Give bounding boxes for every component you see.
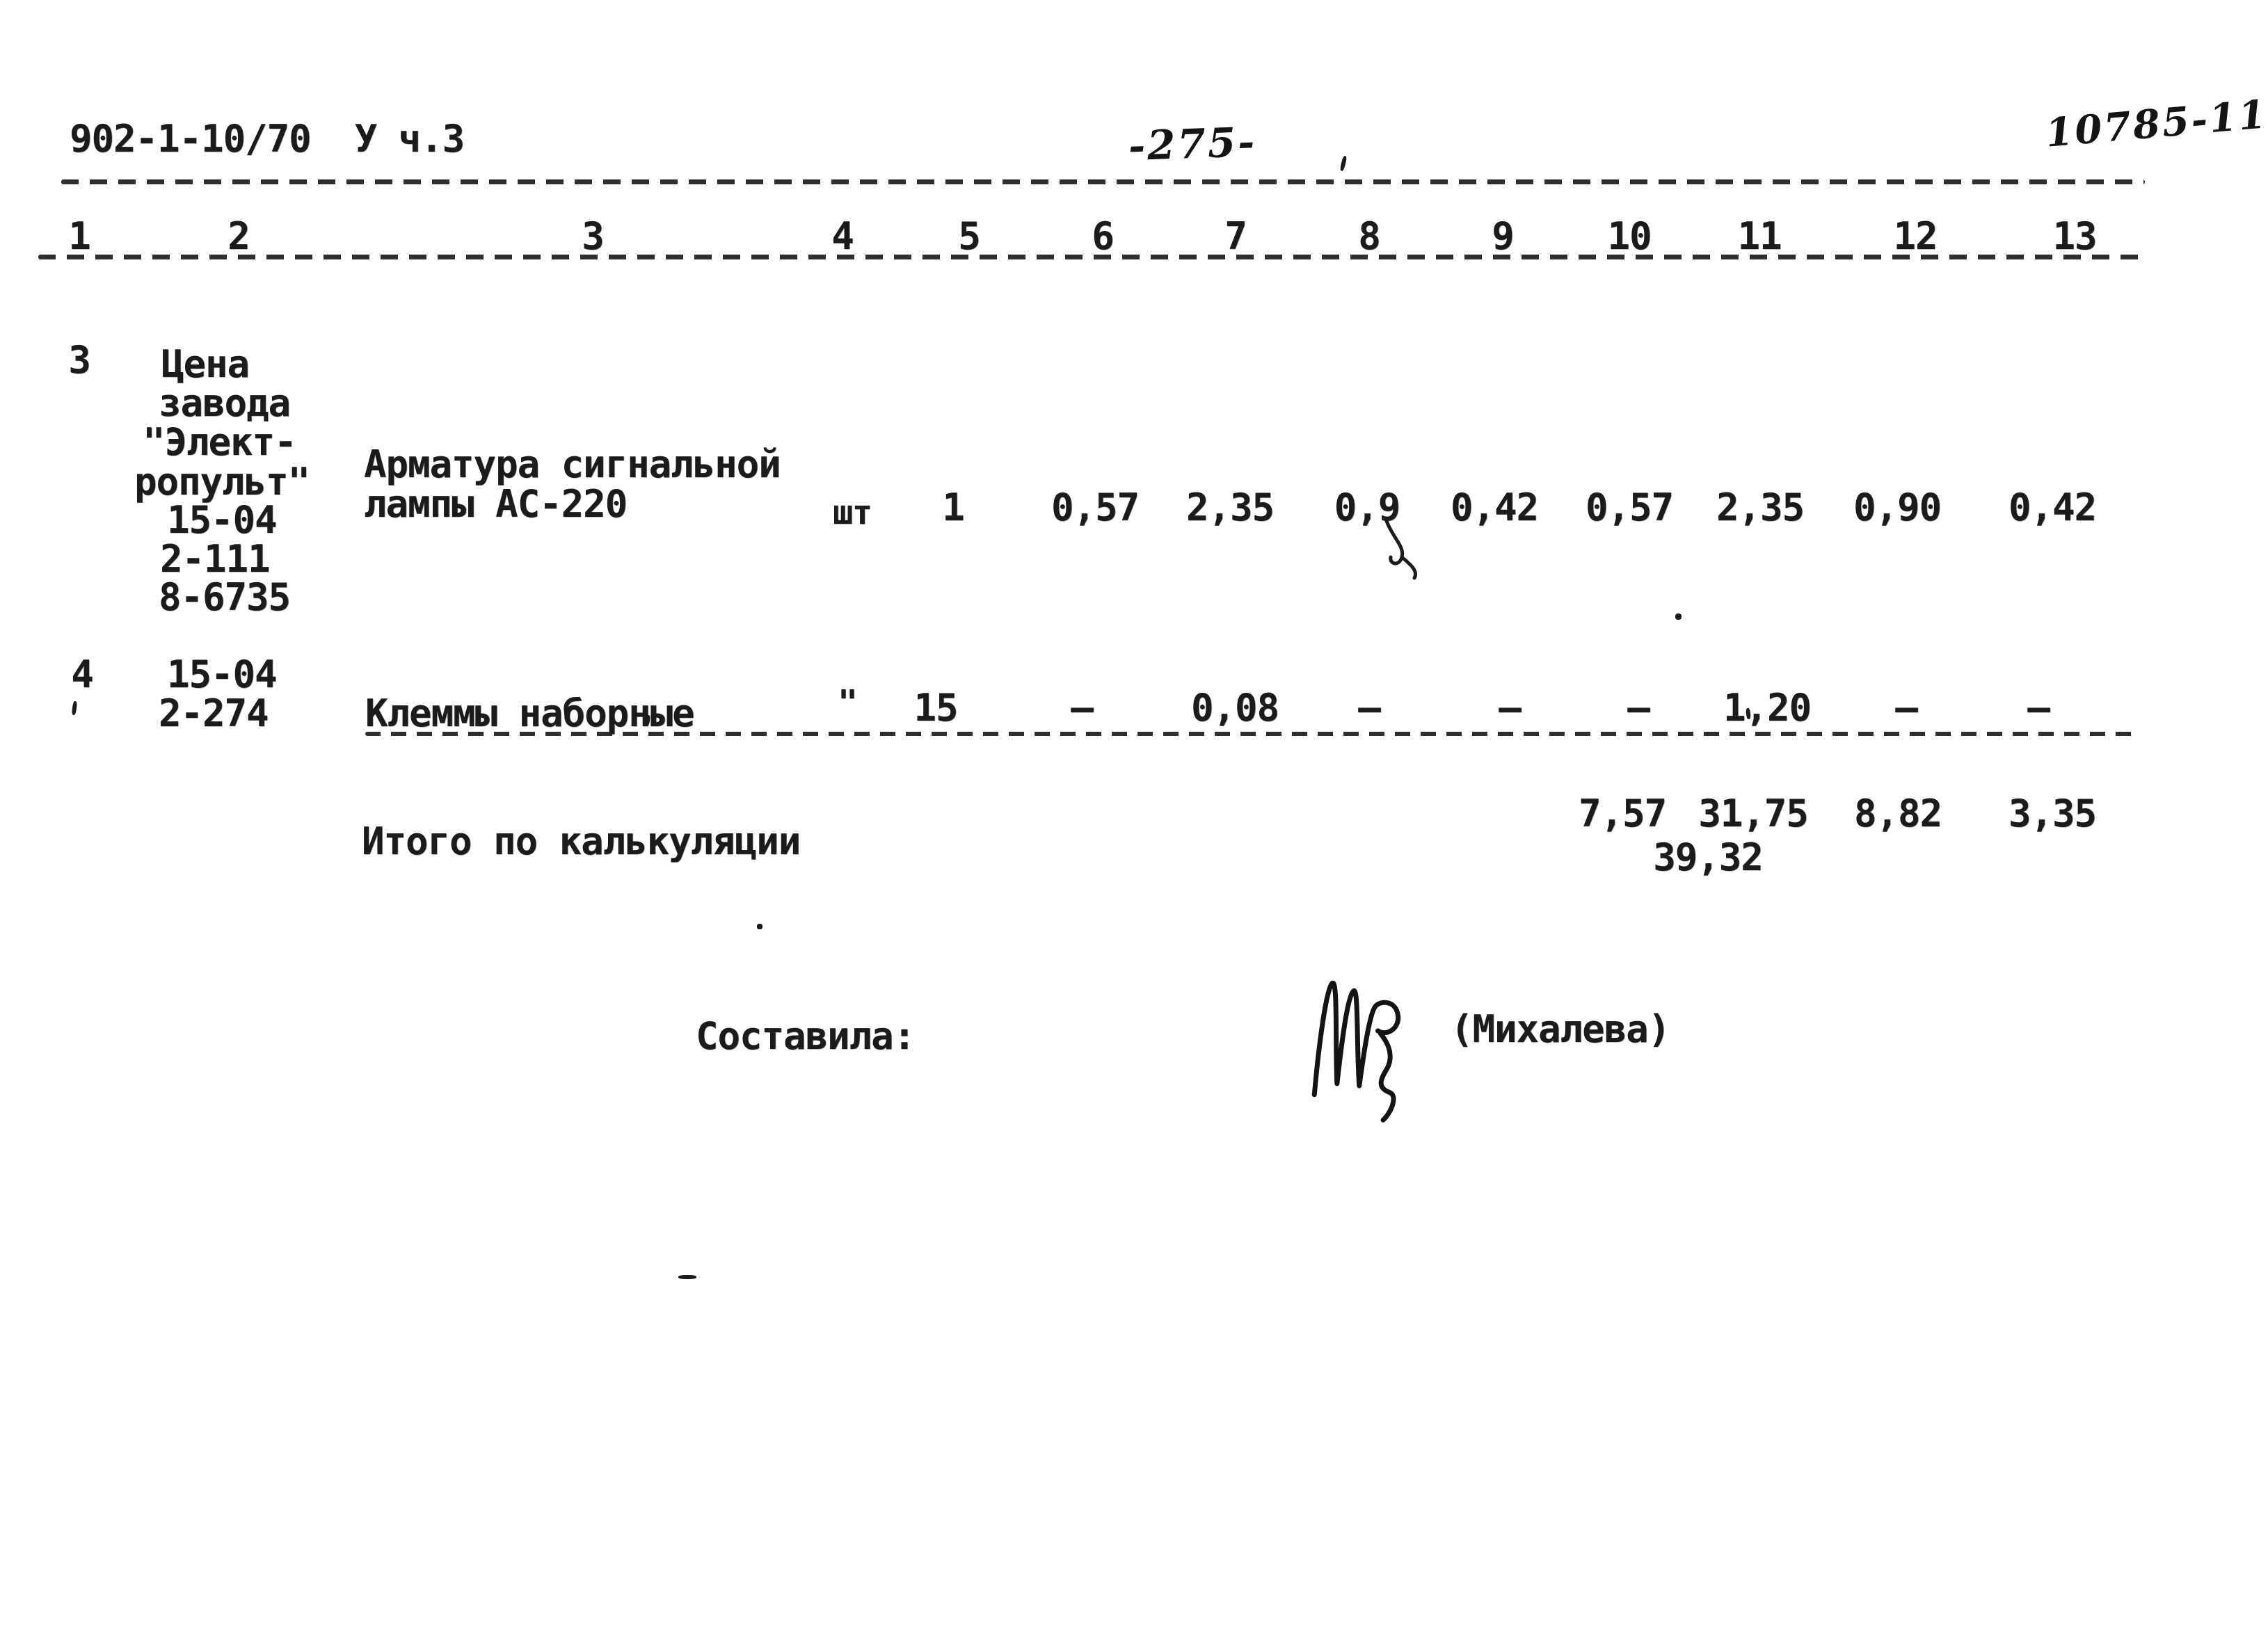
scan-speck [1339,155,1348,172]
signature-name: (Михалева) [1451,1007,1670,1051]
totals-grand-value: 39,32 [1653,835,1764,879]
totals-value-col12: 8,82 [1853,792,1942,835]
row3-value-col13: 0,42 [2008,486,2097,529]
column-number-7: 7 [1224,214,1247,258]
column-number-12: 12 [1893,214,1938,258]
scan-speck [71,700,78,716]
row3-code-line5: 15-04 [167,498,278,542]
column-number-4: 4 [831,214,854,258]
row-bottom-rule [365,732,2134,736]
scan-speck [1675,614,1682,620]
column-header-rule [38,255,2143,259]
totals-value-col11: 31,75 [1698,792,1809,835]
row3-item-name-line1: Арматура сигнальной [364,442,781,486]
row4-code-line1: 15-04 [167,652,278,696]
row3-value-col12: 0,90 [1853,486,1942,529]
totals-value-col13: 3,35 [2008,792,2097,835]
column-number-11: 11 [1737,214,1782,258]
row4-code-line2: 2-274 [159,691,269,735]
row3-value-col5: 1 [942,486,965,529]
column-number-8: 8 [1358,214,1381,258]
row4-value-col11: 1,20 [1723,686,1812,730]
row3-value-col8: 0,9 [1334,486,1401,529]
column-number-13: 13 [2052,214,2097,258]
row3-value-col9: 0,42 [1450,486,1539,529]
table-top-rule [61,179,2145,184]
handwritten-correction-squiggle [1384,519,1417,580]
scan-speck [678,1275,696,1279]
row3-code-line3: "Элект- [143,420,297,464]
row3-code-line7: 8-6735 [159,575,291,619]
row3-code-line4: ропульт" [134,460,310,504]
column-number-3: 3 [582,214,605,258]
prepared-by-label: Составила: [696,1014,916,1058]
row4-value-col7: 0,08 [1190,686,1279,730]
row4-value-col10: – [1627,686,1650,730]
column-number-1: 1 [68,214,91,258]
row3-value-col11: 2,35 [1716,486,1805,529]
row3-item-name-line2: лампы АС-220 [364,482,628,526]
row4-value-col12: – [1895,686,1918,730]
row4-value-col5: 15 [913,686,958,730]
row4-value-col8: – [1358,686,1381,730]
column-number-5: 5 [958,214,981,258]
row3-value-col6: 0,57 [1051,486,1140,529]
row4-value-col6: – [1071,686,1094,730]
column-number-10: 10 [1607,214,1652,258]
row3-number: 3 [68,338,91,382]
row4-value-col13: – [2027,686,2050,730]
doc-code: 902-1-10/70 У ч.3 [70,117,465,161]
totals-label: Итого по калькуляции [362,819,801,863]
row3-value-col10: 0,57 [1585,486,1674,529]
scan-speck [757,924,762,929]
row3-unit: шт [833,493,872,532]
signature [1311,981,1401,1123]
row3-code-line2: завода [159,381,291,425]
totals-value-col10: 7,57 [1578,792,1667,835]
column-number-2: 2 [227,214,250,258]
column-number-9: 9 [1492,214,1515,258]
page-number-handwritten: -275- [1127,118,1258,170]
column-number-6: 6 [1092,214,1115,258]
row4-item-name-line1: Клеммы наборные [365,691,695,735]
row4-number: 4 [71,652,94,696]
row4-value-col9: – [1499,686,1522,730]
doc-number-handwritten: 10785-11 [2043,91,2268,157]
row3-code-line6: 2-111 [160,537,271,581]
row3-value-col7: 2,35 [1185,486,1275,529]
row3-code-line1: Цена [161,342,250,386]
row4-unit-ditto: " [838,683,858,722]
